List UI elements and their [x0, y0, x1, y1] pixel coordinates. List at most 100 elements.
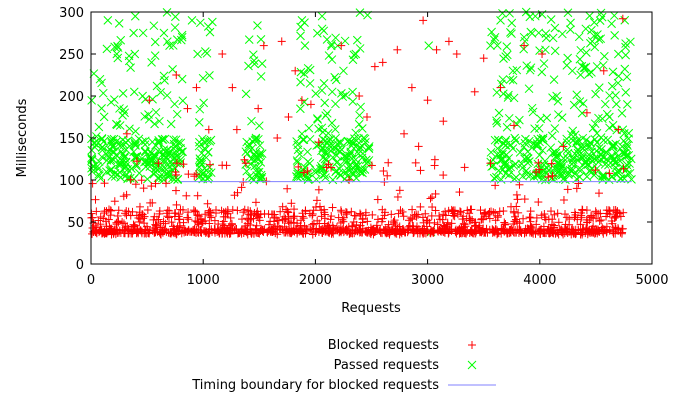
passed-point — [243, 142, 253, 152]
passed-point — [504, 170, 514, 180]
passed-point — [608, 120, 618, 130]
blocked-point — [114, 206, 123, 215]
blocked-point — [227, 220, 236, 229]
passed-point — [303, 175, 313, 185]
blocked-point — [213, 225, 222, 234]
blocked-point — [239, 208, 248, 217]
passed-point — [339, 66, 348, 76]
passed-point — [131, 141, 140, 150]
passed-point — [109, 134, 119, 144]
blocked-point — [559, 142, 568, 151]
blocked-point — [317, 225, 326, 234]
passed-point — [517, 159, 526, 169]
passed-point — [622, 151, 631, 160]
blocked-point — [611, 212, 620, 221]
blocked-point — [582, 215, 591, 224]
blocked-point — [233, 206, 242, 215]
passed-point — [625, 159, 634, 168]
passed-point — [352, 173, 361, 183]
passed-point — [149, 21, 159, 31]
blocked-point — [303, 225, 312, 234]
passed-point — [94, 157, 104, 166]
blocked-point — [172, 71, 181, 79]
passed-point — [205, 70, 214, 80]
blocked-point — [170, 212, 179, 221]
passed-point — [561, 175, 570, 185]
blocked-point — [534, 198, 543, 207]
blocked-point — [223, 209, 232, 218]
blocked-point — [481, 208, 490, 217]
blocked-point — [373, 215, 382, 224]
blocked-point — [349, 217, 358, 226]
blocked-point — [444, 229, 453, 238]
blocked-point — [273, 230, 282, 239]
passed-point — [151, 163, 161, 173]
blocked-point — [305, 209, 314, 218]
passed-point — [317, 11, 327, 21]
blocked-point — [264, 220, 273, 229]
blocked-point — [487, 207, 496, 216]
passed-point — [489, 35, 499, 45]
passed-point — [195, 18, 205, 28]
passed-point — [590, 135, 600, 144]
blocked-point — [430, 218, 439, 227]
blocked-point — [145, 226, 154, 235]
blocked-point — [599, 66, 608, 75]
passed-point — [327, 55, 337, 64]
passed-point — [490, 135, 500, 145]
blocked-point — [190, 172, 199, 181]
blocked-point — [190, 225, 199, 234]
blocked-point — [137, 176, 146, 185]
blocked-point — [172, 170, 181, 179]
blocked-point — [112, 218, 121, 227]
blocked-point — [243, 214, 252, 223]
passed-point — [167, 150, 177, 160]
passed-point — [140, 140, 150, 150]
y-tick-label: 150 — [59, 132, 84, 147]
passed-point — [293, 157, 302, 167]
blocked-point — [237, 229, 246, 238]
passed-point — [129, 174, 139, 184]
blocked-point — [327, 212, 336, 221]
passed-point — [619, 129, 629, 138]
passed-point — [187, 16, 197, 25]
passed-point — [112, 119, 121, 129]
blocked-point — [281, 214, 290, 223]
blocked-point — [408, 205, 417, 214]
passed-point — [608, 67, 618, 77]
blocked-point — [459, 219, 468, 228]
legend-marker-plus — [468, 341, 476, 349]
passed-point — [140, 112, 150, 121]
passed-point — [581, 48, 591, 58]
blocked-point — [563, 185, 572, 194]
passed-point — [607, 19, 616, 29]
passed-point — [566, 18, 575, 28]
passed-point — [617, 142, 627, 151]
passed-point — [613, 78, 623, 88]
blocked-point — [412, 212, 421, 221]
passed-point — [256, 72, 266, 81]
passed-point — [507, 18, 517, 28]
passed-point — [364, 143, 374, 153]
passed-point — [141, 162, 151, 172]
passed-point — [171, 135, 181, 145]
passed-point — [501, 140, 511, 150]
legend-marker-cross — [467, 360, 477, 370]
blocked-point — [259, 227, 268, 236]
y-tick-label: 200 — [59, 90, 84, 105]
blocked-point — [122, 190, 131, 199]
passed-point — [99, 137, 108, 147]
passed-point — [626, 37, 635, 47]
blocked-point — [297, 96, 306, 105]
passed-point — [508, 66, 518, 76]
blocked-point — [431, 206, 440, 215]
passed-point — [575, 97, 585, 106]
blocked-point — [253, 228, 262, 237]
blocked-point — [392, 229, 401, 238]
blocked-point — [137, 227, 146, 236]
blocked-point — [260, 209, 269, 218]
blocked-point — [139, 184, 148, 193]
passed-point — [567, 159, 577, 169]
blocked-point — [507, 202, 516, 211]
blocked-point — [577, 228, 586, 237]
